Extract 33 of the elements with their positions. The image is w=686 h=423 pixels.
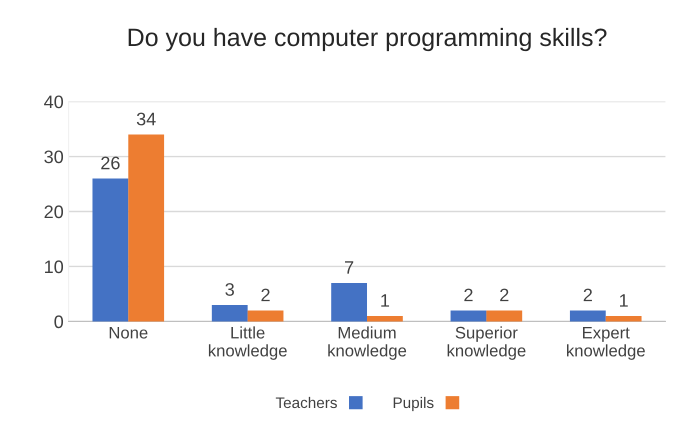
data-label: 2 <box>500 288 508 302</box>
data-label: 2 <box>584 288 592 302</box>
x-tick-label: None <box>110 326 148 339</box>
y-tick-label: 40 <box>44 95 64 108</box>
bar <box>92 178 128 322</box>
data-label: 34 <box>136 112 156 126</box>
chart-title: Do you have computer programming skills? <box>128 28 606 52</box>
y-tick-label: 20 <box>44 205 64 218</box>
bar <box>606 316 642 322</box>
x-tick-label: Superior knowledge <box>448 326 526 360</box>
bar <box>331 282 368 322</box>
data-label: 2 <box>464 288 473 302</box>
data-label: 3 <box>225 283 234 296</box>
bar <box>570 310 606 322</box>
data-label: 7 <box>345 261 354 274</box>
bar <box>367 316 403 322</box>
legend-label: Teachers <box>276 396 337 408</box>
bar <box>212 304 248 322</box>
y-tick-label: 0 <box>54 315 64 328</box>
bar <box>248 310 284 322</box>
data-label: 1 <box>381 294 390 307</box>
bar <box>486 310 522 322</box>
x-tick-label: Little knowledge <box>208 326 287 360</box>
bar <box>450 310 486 322</box>
data-label: 2 <box>261 288 270 302</box>
x-tick-label: Medium knowledge <box>328 326 406 360</box>
data-label: 26 <box>101 156 120 170</box>
x-tick-label: Expert knowledge <box>567 326 645 360</box>
bar <box>128 134 164 322</box>
y-tick-label: 30 <box>44 150 64 164</box>
legend-label: Pupils <box>394 396 434 412</box>
y-tick-label: 10 <box>45 260 64 274</box>
data-label: 1 <box>620 294 628 307</box>
